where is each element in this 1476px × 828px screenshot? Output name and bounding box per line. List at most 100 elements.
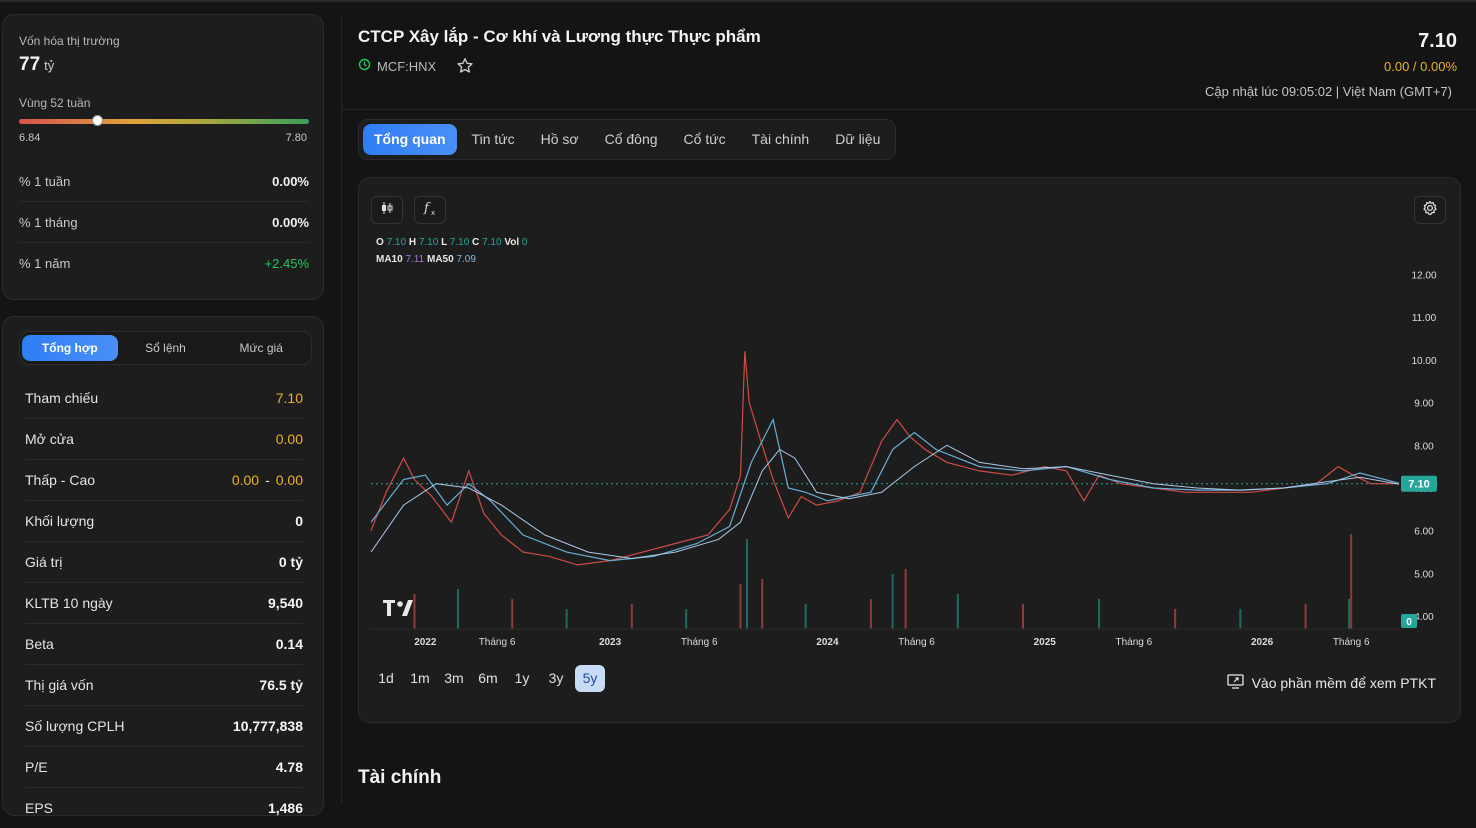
ma10-series	[370, 417, 1400, 562]
open-ptkt-link[interactable]: Vào phần mềm để xem PTKT	[1226, 674, 1436, 692]
summary-row-avg-volume: KLTB 10 ngày 9,540	[25, 582, 303, 624]
range-5y[interactable]: 5y	[575, 665, 605, 692]
perf-row-1y: % 1 năm +2.45%	[19, 243, 309, 283]
tab-tong-hop[interactable]: Tổng hợp	[22, 335, 118, 361]
finance-section-title: Tài chính	[358, 767, 442, 788]
ticker-symbol: MCF:HNX	[377, 58, 437, 74]
summary-value: 7.10	[275, 389, 303, 406]
legend-volume: 0	[521, 237, 528, 248]
summary-label: P/E	[25, 758, 48, 775]
summary-value: 4.78	[275, 758, 303, 775]
perf-row-1w: % 1 tuần 0.00%	[19, 161, 309, 202]
perf-label: % 1 tuần	[19, 173, 71, 189]
legend-ma10: 7.11	[405, 254, 425, 265]
market-cap-card: Vốn hóa thị trường 77 tỷ Vùng 52 tuần 6.8…	[2, 14, 324, 300]
volume-bar	[1239, 609, 1242, 629]
perf-label: % 1 tháng	[19, 214, 78, 230]
tab-muc-gia[interactable]: Mức giá	[239, 341, 283, 355]
ma50-series	[370, 444, 1400, 560]
summary-row-open: Mở cửa 0.00	[25, 418, 303, 460]
x-tick-label: Tháng 6	[1333, 637, 1370, 648]
volume-layer	[371, 534, 1399, 630]
summary-card: Tổng hợp Sổ lệnh Mức giá Tham chiếu 7.10…	[2, 316, 324, 816]
candlestick-button[interactable]	[371, 196, 403, 224]
range-3m[interactable]: 3m	[444, 670, 464, 686]
price-series	[370, 351, 1399, 566]
clock-icon	[358, 58, 371, 74]
y-tick-label: 5.00	[1414, 569, 1434, 580]
summary-value: 76.5 tỷ	[259, 676, 303, 693]
y-tick-label: 6.00	[1414, 527, 1434, 538]
star-icon[interactable]	[456, 57, 474, 80]
market-cap-value: 77 tỷ	[19, 54, 54, 76]
summary-label: Thấp - Cao	[25, 471, 96, 488]
price-chart[interactable]: 12.0011.0010.009.008.007.006.005.004.00 …	[359, 178, 1460, 648]
last-volume-label: 0	[1406, 617, 1412, 628]
volume-bar	[630, 604, 633, 629]
x-tick-label: Tháng 6	[479, 637, 516, 648]
legend-open: 7.10	[386, 237, 407, 248]
gear-icon	[1422, 200, 1438, 221]
y-tick-label: 11.00	[1412, 313, 1437, 324]
week52-range-bar	[19, 119, 309, 124]
volume-bar	[804, 604, 807, 629]
legend-c-label: C	[472, 237, 480, 248]
summary-row-volume: Khối lượng 0	[25, 500, 303, 542]
range-1d[interactable]: 1d	[378, 670, 394, 686]
svg-text:f: f	[423, 201, 431, 216]
perf-value: +2.45%	[264, 255, 309, 271]
summary-row-low-high: Thấp - Cao 0.00-0.00	[25, 459, 303, 501]
last-price-tag	[1401, 475, 1437, 492]
x-tick-label: Tháng 6	[1115, 637, 1152, 648]
x-tick-label: Tháng 6	[681, 637, 718, 648]
summary-label: Số lượng CPLH	[25, 717, 125, 734]
summary-row-shares: Số lượng CPLH 10,777,838	[25, 705, 303, 747]
legend-l-label: L	[441, 237, 448, 248]
tab-so-lenh[interactable]: Sổ lệnh	[145, 341, 186, 355]
y-tick-label: 12.00	[1411, 270, 1436, 281]
range-1m[interactable]: 1m	[410, 670, 430, 686]
volume-bar	[685, 609, 688, 629]
range-6m[interactable]: 6m	[478, 670, 498, 686]
summary-row-beta: Beta 0.14	[25, 623, 303, 665]
main-tabs: Tổng quan Tin tức Hồ sơ Cổ đông Cổ tức T…	[358, 119, 897, 160]
legend-low: 7.10	[449, 237, 470, 248]
summary-value: 0.14	[275, 635, 303, 652]
tab-overview[interactable]: Tổng quan	[363, 124, 457, 155]
tab-news[interactable]: Tin tức	[471, 131, 515, 147]
volume-bar	[565, 609, 568, 629]
perf-label: % 1 năm	[19, 255, 71, 271]
updated-time: Cập nhật lúc 09:05:02 | Việt Nam (GMT+7)	[1204, 84, 1452, 99]
chart-settings-button[interactable]	[1414, 196, 1446, 224]
legend-ma50: 7.09	[456, 254, 476, 265]
y-tick-label: 8.00	[1414, 441, 1434, 452]
low-value: 0.00	[231, 471, 260, 488]
svg-text:x: x	[431, 209, 435, 217]
summary-label: Khối lượng	[25, 512, 95, 529]
monitor-icon	[1226, 674, 1244, 692]
x-axis: 2022 Tháng 6 2023 Tháng 6 2024 Tháng 6 2025 Thá…	[414, 637, 1370, 648]
range-1y[interactable]: 1y	[514, 670, 530, 686]
range-3y[interactable]: 3y	[548, 670, 564, 686]
legend-ma10-label: MA10	[376, 254, 403, 265]
perf-row-1m: % 1 tháng 0.00%	[19, 202, 309, 243]
top-border	[0, 0, 1476, 2]
ticker-info: MCF:HNX	[358, 58, 436, 74]
summary-row-value: Giá trị 0 tỷ	[25, 541, 303, 583]
tab-dividends[interactable]: Cổ tức	[683, 131, 726, 147]
summary-value: 0	[295, 512, 303, 529]
tab-data[interactable]: Dữ liệu	[835, 131, 881, 147]
tab-finance[interactable]: Tài chính	[751, 131, 810, 147]
header-divider	[342, 109, 1476, 110]
range-separator: -	[265, 471, 270, 488]
market-cap-label: Vốn hóa thị trường	[19, 34, 120, 48]
tab-shareholders[interactable]: Cổ đông	[604, 131, 658, 147]
tab-profile[interactable]: Hồ sơ	[540, 131, 579, 147]
summary-value: 0.00	[275, 430, 303, 447]
summary-label: Giá trị	[25, 553, 63, 570]
perf-value: 0.00%	[272, 173, 309, 189]
x-tick-label: 2022	[414, 637, 437, 648]
high-value: 0.00	[275, 471, 303, 488]
